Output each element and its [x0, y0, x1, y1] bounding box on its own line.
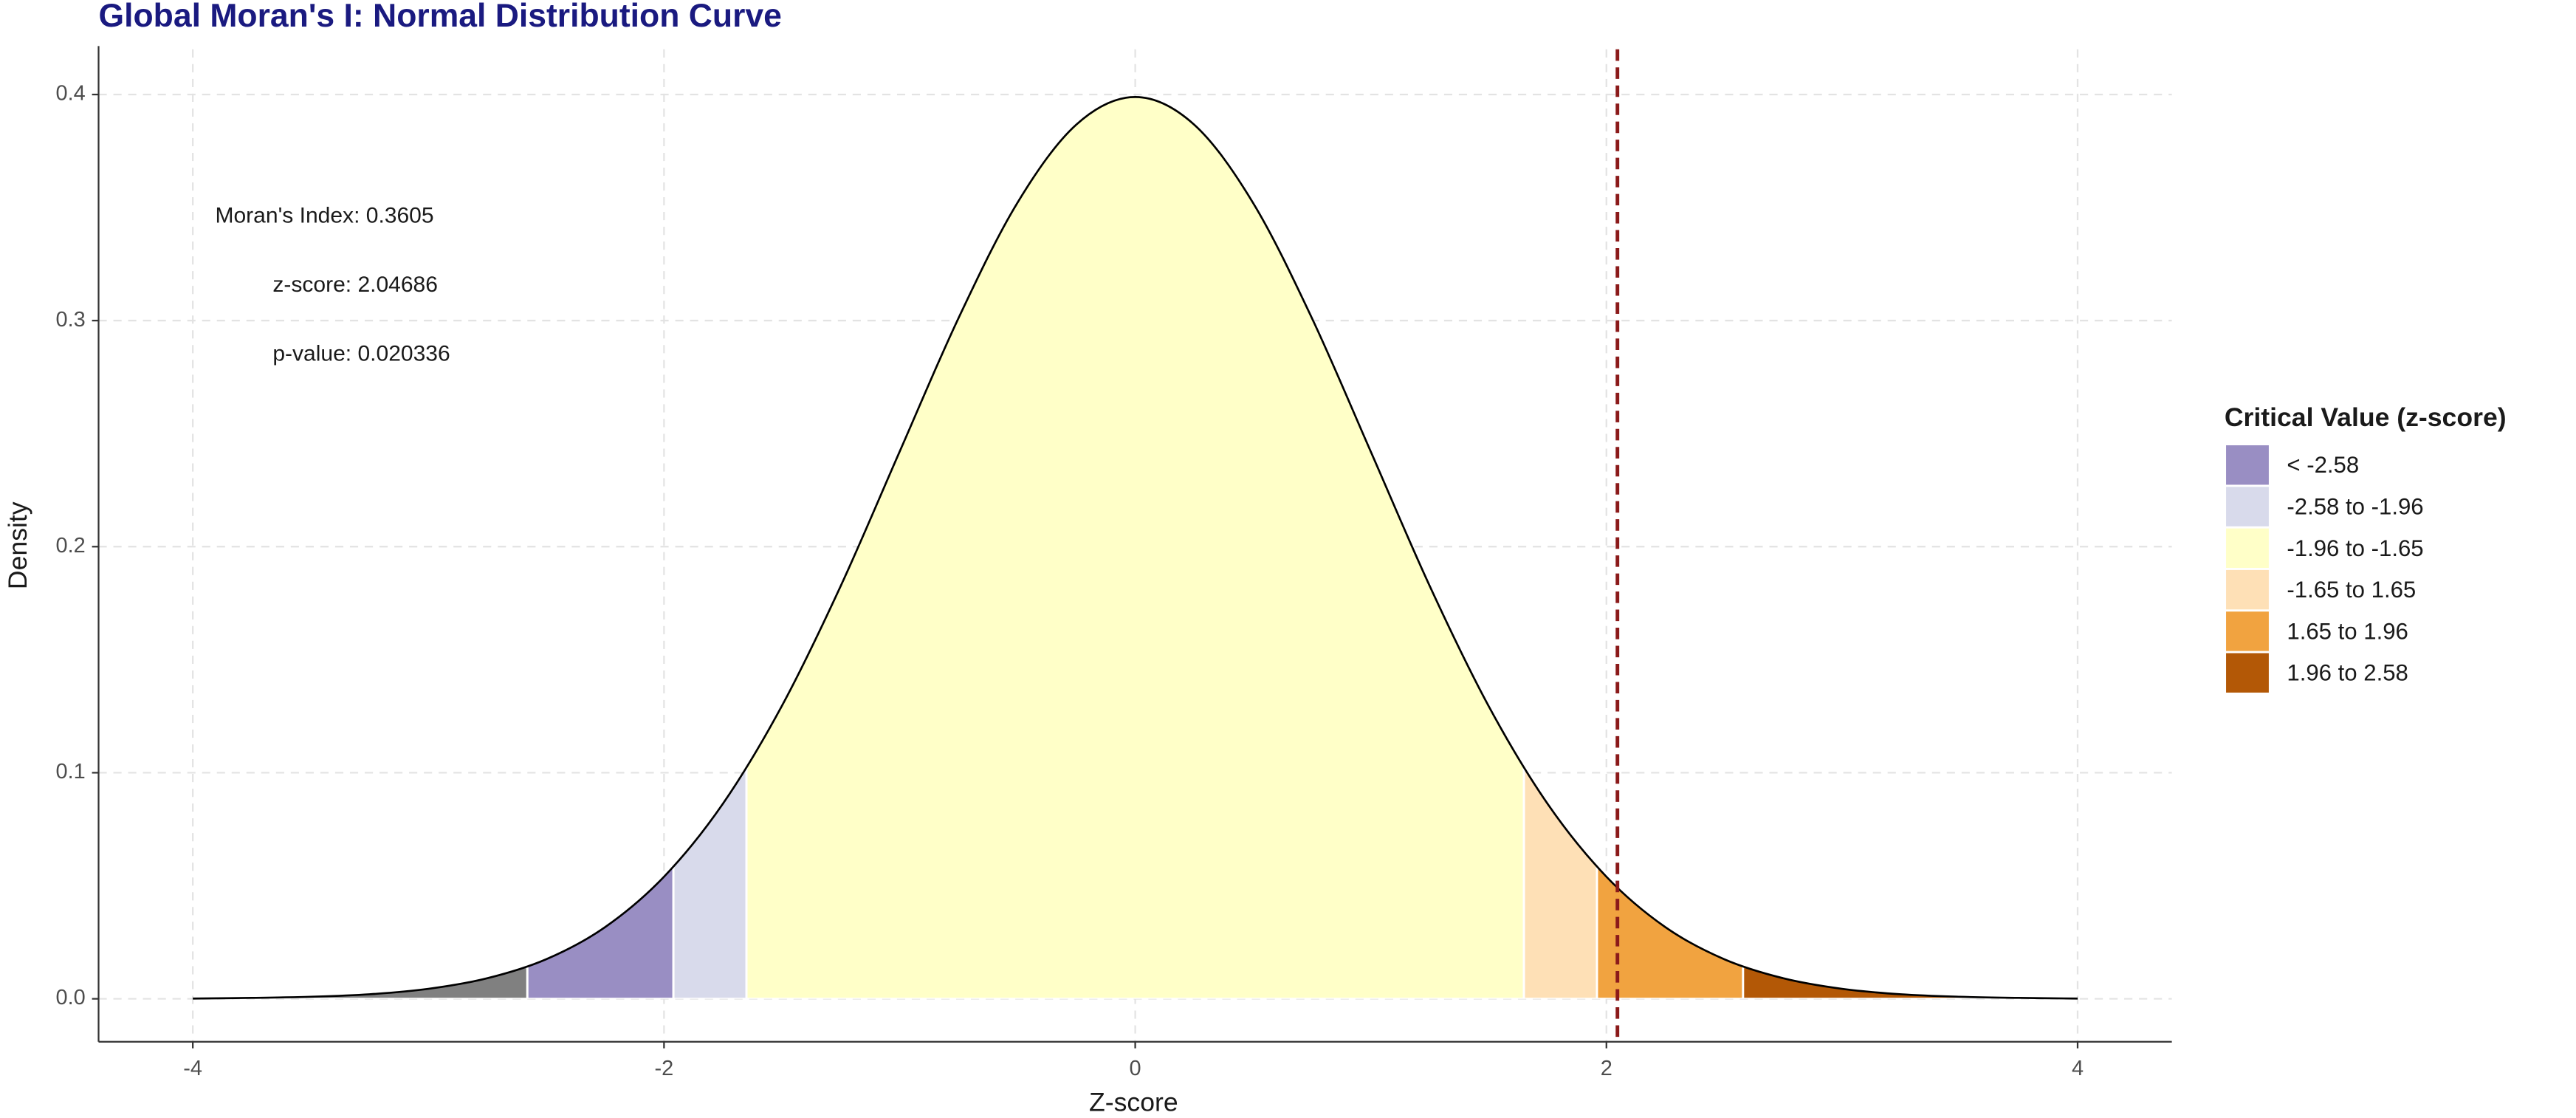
legend-key — [2226, 487, 2269, 527]
legend-label: 1.65 to 1.96 — [2287, 618, 2408, 644]
legend-key — [2226, 528, 2269, 569]
x-tick-label: 2 — [1601, 1057, 1612, 1080]
legend-key — [2226, 445, 2269, 485]
y-axis-label: Density — [3, 501, 32, 589]
annotation: p-value: 0.020336 — [272, 342, 450, 366]
region — [193, 97, 529, 999]
legend-label: < -2.58 — [2287, 452, 2359, 478]
region — [526, 97, 675, 999]
x-tick-label: 0 — [1130, 1057, 1141, 1080]
region — [1742, 97, 2078, 999]
legend-key — [2226, 611, 2269, 651]
regions — [193, 97, 2078, 999]
region — [672, 97, 748, 999]
chart-title: Global Moran's I: Normal Distribution Cu… — [99, 0, 782, 34]
x-axis-label: Z-score — [1089, 1088, 1178, 1117]
density-curve — [193, 96, 2078, 1000]
y-tick-label: 0.3 — [56, 308, 86, 332]
legend-label: -1.65 to 1.65 — [2287, 577, 2416, 603]
region — [745, 97, 1525, 999]
legend-label: -1.96 to -1.65 — [2287, 535, 2423, 561]
x-tick-label: 4 — [2072, 1057, 2084, 1080]
x-tick-label: -2 — [655, 1057, 674, 1080]
annotation: Moran's Index: 0.3605 — [215, 204, 433, 228]
annotation: z-score: 2.04686 — [272, 272, 438, 297]
x-tick-label: -4 — [183, 1057, 202, 1080]
y-tick-label: 0.0 — [56, 986, 86, 1009]
region — [1522, 97, 1598, 999]
y-tick-label: 0.1 — [56, 760, 86, 783]
legend-label: 1.96 to 2.58 — [2287, 660, 2408, 686]
y-tick-label: 0.4 — [56, 82, 86, 106]
legend-title: Critical Value (z-score) — [2225, 402, 2507, 432]
y-tick-label: 0.2 — [56, 534, 86, 558]
legend-label: -2.58 to -1.96 — [2287, 493, 2423, 519]
legend-key — [2226, 653, 2269, 693]
legend-key — [2226, 569, 2269, 610]
